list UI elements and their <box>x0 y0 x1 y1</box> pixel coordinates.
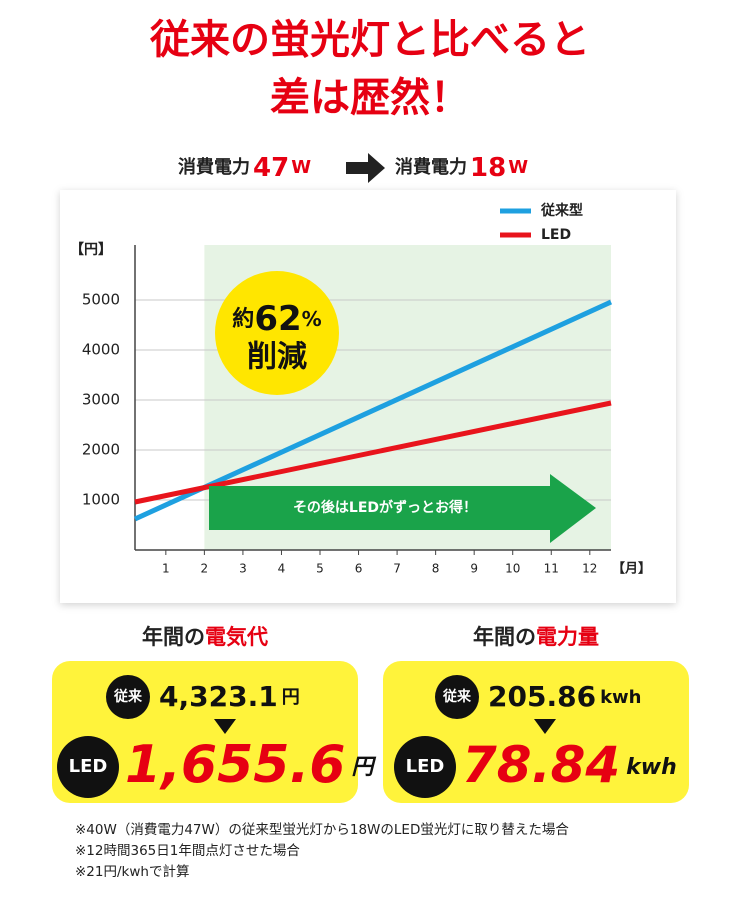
x-tick-label: 11 <box>544 562 559 576</box>
old-badge <box>106 675 150 719</box>
power-value: 18 <box>470 153 506 183</box>
new-number: 1,655.6 <box>125 735 345 795</box>
summary-heading: 年間の電気代 <box>142 625 268 649</box>
title: 差は歴然！ <box>270 75 470 121</box>
title: 従来の蛍光灯と比べると <box>149 17 590 63</box>
old-value: 4,323.1 円 <box>159 680 300 713</box>
new-unit: 円 <box>351 755 376 780</box>
power-unit: W <box>508 157 528 178</box>
old-value: 205.86 kwh <box>488 680 641 713</box>
new-unit: kwh <box>626 755 677 780</box>
old-number: 4,323.1 <box>159 680 278 713</box>
new-badge-text: LED <box>406 756 445 777</box>
x-tick-label: 4 <box>278 562 286 576</box>
power-unit: W <box>291 157 311 178</box>
legend-label: 従来型 <box>540 202 583 219</box>
old-number: 205.86 <box>488 680 596 713</box>
new-badge-text: LED <box>69 756 108 777</box>
y-axis-label: 【円】 <box>70 242 112 258</box>
y-tick-label: 4000 <box>82 341 120 359</box>
arrow-icon <box>346 153 385 183</box>
summary-heading: 年間の電力量 <box>473 625 599 649</box>
y-tick-label: 1000 <box>82 491 120 509</box>
promo-arrow <box>209 474 596 543</box>
heading-accent: 電力量 <box>536 625 599 649</box>
x-tick-label: 8 <box>432 562 440 576</box>
x-axis-label: 【月】 <box>612 561 651 577</box>
x-tick-label: 9 <box>470 562 478 576</box>
new-badge <box>57 736 119 798</box>
down-arrow <box>214 719 236 734</box>
note: ※40W（消費電力47W）の従来型蛍光灯から18WのLED蛍光灯に取り替えた場合 <box>75 822 569 838</box>
y-tick-label: 2000 <box>82 441 120 459</box>
new-value: 78.84 kwh <box>462 736 677 794</box>
x-tick-label: 7 <box>393 562 401 576</box>
new-number: 78.84 <box>462 736 620 794</box>
old-badge <box>435 675 479 719</box>
badge-value: 62 <box>254 299 301 339</box>
heading: 年間の <box>142 625 205 649</box>
heading: 年間の <box>473 625 536 649</box>
new-badge <box>394 736 456 798</box>
promo-text: その後はLEDがずっとお得！ <box>293 499 477 516</box>
power-line: 消費電力 47 W 消費電力 18 W <box>178 153 528 183</box>
badge-unit: % <box>302 307 322 331</box>
old-unit: kwh <box>600 687 641 708</box>
x-tick-label: 12 <box>582 562 597 576</box>
badge-prefix: 約 <box>232 306 254 332</box>
x-tick-label: 1 <box>162 562 170 576</box>
x-tick-label: 2 <box>201 562 209 576</box>
power-label: 消費電力 <box>178 156 250 178</box>
x-tick-label: 10 <box>505 562 520 576</box>
old-badge-text: 従来 <box>442 688 472 705</box>
badge-circle <box>215 271 339 395</box>
badge-text: 削減 <box>247 340 307 375</box>
x-tick-label: 6 <box>355 562 363 576</box>
y-tick-label: 5000 <box>82 291 120 309</box>
down-arrow <box>534 719 556 734</box>
y-tick-label: 3000 <box>82 391 120 409</box>
badge-text: 約62% <box>232 299 321 339</box>
new-value: 1,655.6 円 <box>125 735 376 795</box>
series-line <box>133 299 613 522</box>
legend-label: LED <box>541 227 571 243</box>
power-value: 47 <box>253 153 289 183</box>
notes: ※40W（消費電力47W）の従来型蛍光灯から18WのLED蛍光灯に取り替えた場合… <box>75 822 569 880</box>
x-tick-label: 5 <box>316 562 324 576</box>
power-label: 消費電力 <box>395 156 467 178</box>
series-line <box>134 400 612 505</box>
x-tick-label: 3 <box>239 562 247 576</box>
heading-accent: 電気代 <box>205 625 268 649</box>
old-badge-text: 従来 <box>113 688 143 705</box>
note: ※21円/kwhで計算 <box>75 864 189 880</box>
old-unit: 円 <box>282 687 300 708</box>
note: ※12時間365日1年間点灯させた場合 <box>75 843 300 859</box>
